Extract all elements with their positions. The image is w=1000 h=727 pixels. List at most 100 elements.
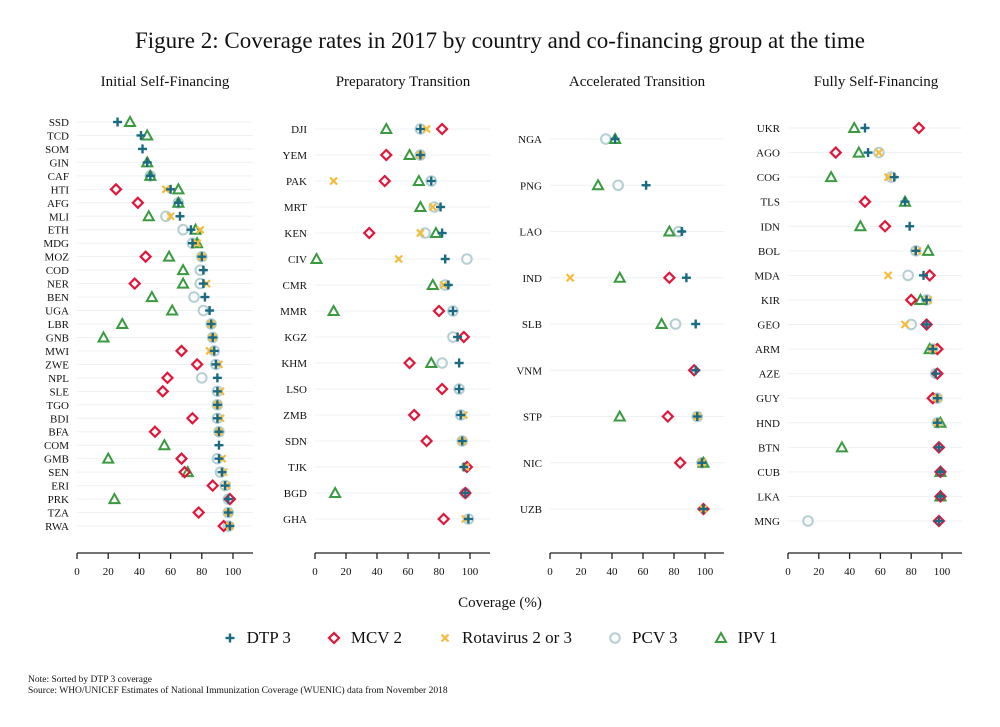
marker-ipv1	[835, 440, 849, 453]
marker-dtp3	[697, 458, 707, 468]
country-label: MDG	[43, 238, 69, 250]
legend-label: IPV 1	[737, 628, 778, 647]
country-label: TZA	[48, 508, 69, 520]
tick-label: 40	[134, 566, 146, 578]
marker-ipv1	[326, 303, 341, 316]
country-row: COM	[44, 438, 253, 452]
country-label: BOL	[758, 246, 780, 258]
marker-dtp3	[931, 369, 941, 379]
marker-rota	[416, 228, 425, 238]
country-label: STP	[523, 412, 542, 424]
marker-dtp3	[142, 157, 152, 167]
country-label: GHA	[283, 514, 307, 526]
country-label: BFA	[48, 427, 69, 439]
tick-label: 0	[547, 566, 553, 578]
marker-mcv2	[174, 452, 189, 466]
country-row: BOL	[758, 243, 962, 258]
marker-dtp3	[641, 180, 651, 190]
marker-pcv3	[414, 149, 427, 161]
marker-rota	[900, 320, 910, 329]
country-row: BFA	[48, 425, 253, 439]
country-label: PRK	[48, 494, 69, 506]
marker-ipv1	[853, 219, 868, 232]
marker-mcv2	[420, 434, 434, 448]
marker-mcv2	[673, 456, 687, 470]
country-label: CIV	[288, 254, 307, 266]
country-row: PAK	[286, 173, 490, 188]
country-label: ZMB	[283, 410, 307, 422]
country-label: GIN	[49, 157, 69, 169]
country-label: UZB	[520, 504, 542, 516]
country-label: COD	[46, 265, 69, 277]
country-label: COG	[757, 172, 780, 184]
marker-ipv1	[824, 170, 838, 183]
panel-3: Accelerated Transition NGA PNG LAO IND SLB VNM…	[516, 74, 724, 578]
tick-label: 40	[372, 566, 384, 578]
marker-dtp3	[136, 130, 146, 140]
country-label: RWA	[45, 521, 69, 533]
tick-label: 20	[341, 566, 353, 578]
country-label: KGZ	[284, 332, 307, 344]
marker-dtp3	[911, 246, 921, 256]
marker-mcv2	[920, 317, 934, 332]
country-label: TJK	[288, 462, 307, 474]
marker-rota	[192, 238, 202, 248]
marker-dtp3	[200, 292, 210, 302]
marker-ipv1	[379, 121, 393, 134]
marker-dtp3	[698, 504, 708, 514]
legend-item-rota: Rotavirus 2 or 3	[438, 628, 572, 648]
country-label: MRT	[284, 202, 307, 214]
country-row: TZA	[48, 505, 253, 520]
marker-mcv2	[192, 505, 206, 520]
marker-pcv3	[196, 250, 208, 263]
marker-ipv1	[328, 485, 342, 498]
marker-mcv2	[435, 122, 449, 136]
marker-rota	[394, 254, 403, 264]
marker-mcv2	[432, 304, 446, 318]
marker-ipv1	[591, 178, 605, 191]
diamond-marker-icon	[327, 631, 341, 645]
marker-ipv1	[157, 438, 172, 451]
marker-ipv1	[662, 224, 677, 237]
country-row: UGA	[45, 303, 253, 318]
country-row: KIR	[761, 292, 962, 307]
country-row: COG	[757, 170, 962, 184]
country-label: TGO	[46, 400, 69, 412]
panel-4: Fully Self-Financing UKR AGO COG TLS IDN BOL MD…	[754, 74, 962, 578]
country-label: KHM	[281, 358, 307, 370]
country-row: LAO	[519, 224, 724, 239]
x-axis: 0 20 40 60 80 100	[785, 552, 962, 578]
marker-mcv2	[156, 384, 170, 398]
legend-item-mcv2: MCV 2	[327, 628, 402, 648]
marker-dtp3	[187, 238, 197, 248]
marker-dtp3	[440, 254, 450, 264]
country-label: GEO	[757, 320, 780, 332]
marker-ipv1	[142, 209, 156, 222]
marker-mcv2	[109, 182, 123, 196]
country-row: MOZ	[45, 249, 253, 264]
marker-ipv1	[426, 277, 440, 290]
marker-dtp3	[900, 197, 910, 207]
marker-dtp3	[212, 373, 222, 383]
country-row: UZB	[520, 502, 724, 516]
marker-ipv1	[424, 355, 438, 368]
country-row: GUY	[756, 391, 962, 405]
country-row: NIC	[523, 455, 724, 470]
marker-pcv3	[436, 357, 448, 369]
tick-label: 40	[607, 566, 619, 578]
marker-rota	[161, 185, 171, 194]
legend-label: Rotavirus 2 or 3	[462, 628, 573, 647]
country-label: CAF	[48, 171, 69, 183]
circle-marker-icon	[609, 632, 621, 644]
country-label: AGO	[756, 148, 780, 160]
country-row: BGD	[284, 485, 490, 500]
country-row: MRT	[284, 199, 490, 214]
marker-dtp3	[681, 273, 691, 283]
marker-dtp3	[138, 144, 148, 154]
marker-dtp3	[932, 393, 942, 403]
marker-rota	[439, 280, 448, 290]
marker-pcv3	[461, 253, 473, 265]
marker-pcv3	[196, 372, 208, 384]
country-label: LKA	[757, 491, 780, 503]
marker-dtp3	[145, 171, 155, 181]
